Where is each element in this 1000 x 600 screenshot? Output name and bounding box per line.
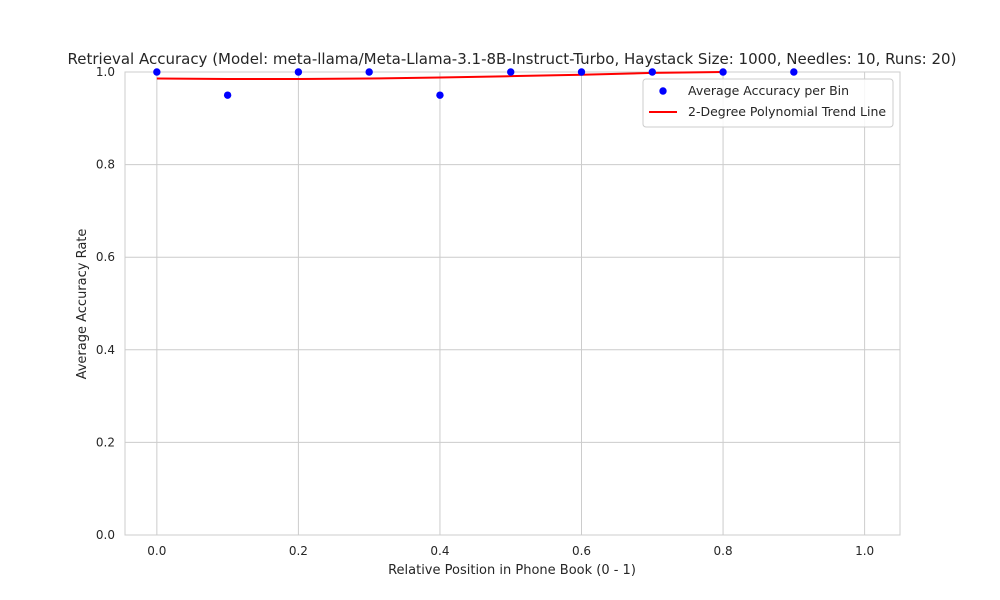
data-point — [223, 91, 232, 99]
y-tick-label: 1.0 — [96, 65, 115, 79]
x-axis-label: Relative Position in Phone Book (0 - 1) — [388, 563, 636, 578]
x-tick-label: 0.8 — [714, 544, 733, 558]
plot-frame — [124, 71, 901, 536]
plot-border — [124, 71, 901, 536]
y-tick-label: 0.2 — [96, 435, 115, 449]
x-tick-labels: 0.0 0.2 0.4 0.6 0.8 1.0 — [147, 544, 874, 558]
data-point — [790, 68, 798, 76]
legend-label-line: 2-Degree Polynomial Trend Line — [688, 104, 886, 119]
data-point — [577, 68, 586, 76]
legend-box — [642, 78, 894, 128]
x-tick-label: 0.6 — [572, 544, 591, 558]
y-tick-label: 0.8 — [96, 158, 115, 172]
legend-marker-scatter — [659, 87, 667, 95]
y-tick-label: 0.4 — [96, 343, 115, 357]
legend: Average Accuracy per Bin 2-Degree Polyno… — [642, 78, 894, 128]
x-tick-label: 0.2 — [289, 544, 308, 558]
data-point — [436, 91, 444, 99]
data-point — [507, 68, 515, 76]
data-point — [719, 68, 727, 76]
x-tick-label: 0.4 — [430, 544, 449, 558]
legend-label-scatter: Average Accuracy per Bin — [688, 83, 849, 98]
chart-title: Retrieval Accuracy (Model: meta-llama/Me… — [68, 50, 957, 68]
y-tick-label: 0.6 — [96, 250, 115, 264]
grid — [125, 71, 900, 536]
x-tick-label: 0.0 — [147, 544, 166, 558]
data-point — [153, 68, 161, 76]
trend-line — [156, 71, 724, 80]
trend-line-series — [156, 71, 724, 80]
y-axis-label: Average Accuracy Rate — [75, 229, 90, 380]
y-tick-label: 0.0 — [96, 528, 115, 542]
x-tick-label: 1.0 — [855, 544, 874, 558]
data-point — [648, 68, 656, 76]
scatter-series — [153, 68, 798, 99]
y-tick-labels: 0.0 0.2 0.4 0.6 0.8 1.0 — [96, 65, 115, 542]
data-point — [294, 68, 303, 76]
data-point — [365, 68, 373, 76]
